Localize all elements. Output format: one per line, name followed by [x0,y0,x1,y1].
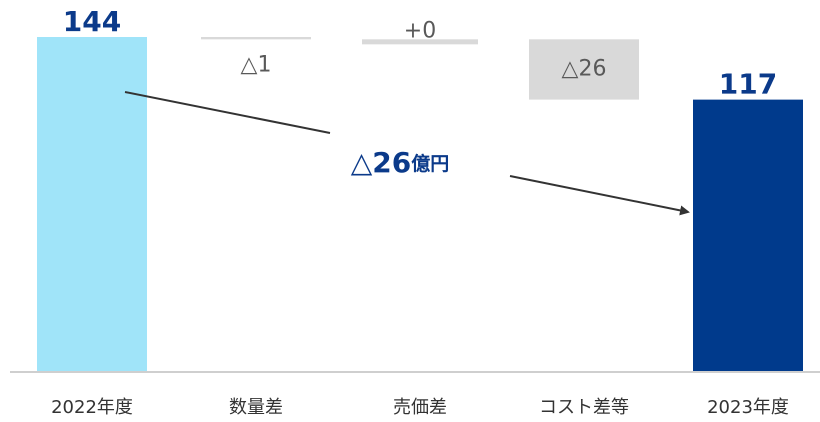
annotation-value: △26 [351,146,412,179]
x-tick-label: 2022年度 [51,397,133,418]
annotation-unit: 億円 [411,152,449,175]
marks: 2022年度 144 数量差 △1 売価差 +0 コスト差等 △26 2023年度 117 [37,5,803,418]
arrow-line [509,175,690,216]
x-tick-label: 売価差 [393,397,447,418]
bar [201,37,311,40]
x-tick-label: 数量差 [229,397,283,418]
value-label: +0 [404,18,436,43]
bar [37,37,147,371]
x-tick-label: コスト差等 [539,397,629,418]
value-label: △26 [562,56,607,81]
value-label: 117 [719,68,777,101]
bar [529,39,639,100]
value-label: 144 [63,5,121,38]
bar [362,39,478,45]
arrow-line [124,91,331,134]
annotation: △26億円 [351,146,450,179]
bar [693,99,803,371]
x-tick-label: 2023年度 [707,397,789,418]
value-label: △1 [241,52,272,77]
